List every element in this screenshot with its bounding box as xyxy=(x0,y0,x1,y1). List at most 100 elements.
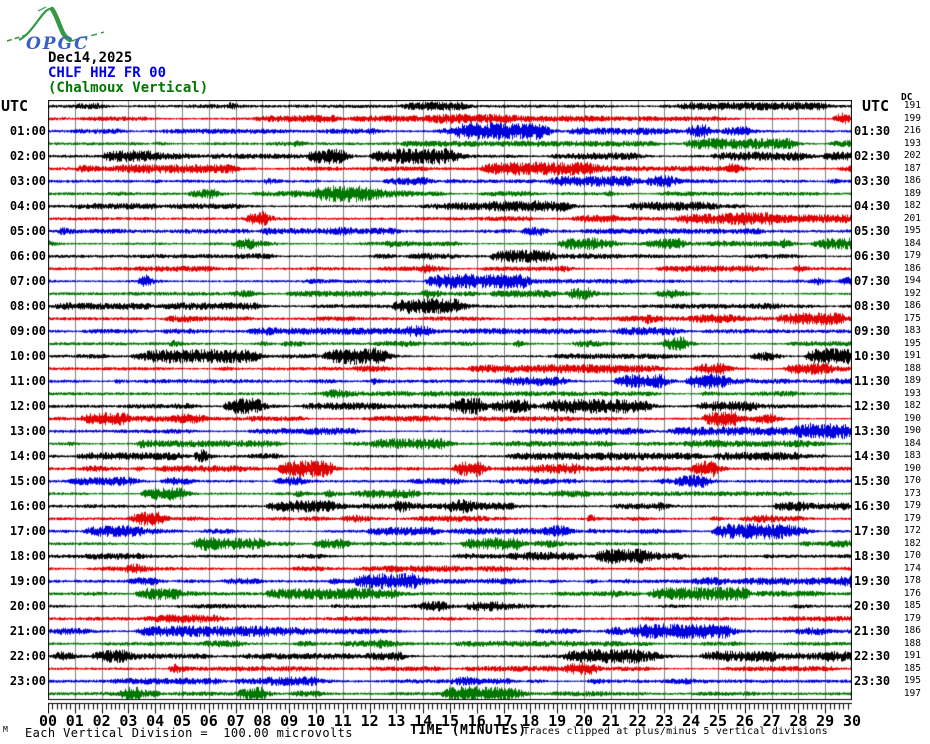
row-right-label: 16:30 xyxy=(854,498,891,513)
row-right-label: 17:30 xyxy=(854,523,891,538)
x-tick-label: 01 xyxy=(65,712,84,730)
row-left-label: 07:00 xyxy=(9,273,46,288)
row-right-label: 21:30 xyxy=(854,623,891,638)
x-tick-label: 17 xyxy=(494,712,513,730)
row-left-label: 19:00 xyxy=(9,573,46,588)
row-dc-value: 179 xyxy=(903,250,921,262)
x-tick-label: 06 xyxy=(199,712,218,730)
row-dc-value: 202 xyxy=(903,150,921,162)
row-left-label: 02:00 xyxy=(9,148,46,163)
station-code-title: CHLF HHZ FR 00 xyxy=(48,65,167,81)
row-right-label: 18:30 xyxy=(854,548,891,563)
row-right-label: 11:30 xyxy=(854,373,891,388)
row-left-label: 13:00 xyxy=(9,423,46,438)
x-tick-label: 20 xyxy=(574,712,594,730)
row-dc-value: 183 xyxy=(903,325,921,337)
utc-header-right: UTC xyxy=(862,97,890,115)
x-tick-label: 27 xyxy=(762,712,781,730)
row-right-label: 12:30 xyxy=(854,398,891,413)
row-dc-value: 182 xyxy=(903,400,921,412)
x-tick-label: 28 xyxy=(789,712,808,730)
row-dc-value: 185 xyxy=(903,600,921,612)
x-tick-label: 12 xyxy=(360,712,379,730)
row-dc-value: 182 xyxy=(903,200,921,212)
row-left-label: 23:00 xyxy=(9,673,46,688)
row-dc-value: 188 xyxy=(903,637,921,649)
row-dc-value: 176 xyxy=(903,587,921,599)
helicorder-plot xyxy=(48,100,852,716)
row-left-label: 20:00 xyxy=(9,598,46,613)
row-dc-value: 184 xyxy=(903,437,921,449)
row-dc-value: 186 xyxy=(903,175,921,187)
x-tick-label: 10 xyxy=(306,712,326,730)
row-dc-value: 186 xyxy=(903,300,921,312)
vertical-division-note: Each Vertical Division = 100.00 microvol… xyxy=(25,726,353,740)
x-tick-label: 07 xyxy=(226,712,245,730)
row-dc-value: 170 xyxy=(903,475,921,487)
x-tick-label: 29 xyxy=(816,712,835,730)
row-right-label: 13:30 xyxy=(854,423,891,438)
row-dc-value: 189 xyxy=(903,375,921,387)
x-tick-label: 02 xyxy=(92,712,111,730)
row-dc-value: 185 xyxy=(903,662,921,674)
row-right-label: 03:30 xyxy=(854,173,891,188)
x-tick-label: 05 xyxy=(172,712,192,730)
row-left-label: 17:00 xyxy=(9,523,46,538)
x-tick-label: 25 xyxy=(708,712,728,730)
opgc-logo: OPGC xyxy=(6,6,105,53)
row-dc-value: 190 xyxy=(903,425,921,437)
row-dc-value: 191 xyxy=(903,350,921,362)
x-tick-label: 21 xyxy=(601,712,620,730)
x-tick-label: 18 xyxy=(521,712,540,730)
logo-text: OPGC xyxy=(26,34,90,53)
row-dc-value: 216 xyxy=(903,125,921,137)
row-left-label: 06:00 xyxy=(9,248,46,263)
clipping-note: Traces clipped at plus/minus 5 vertical … xyxy=(523,726,828,737)
row-left-label: 14:00 xyxy=(9,448,46,463)
row-right-label: 08:30 xyxy=(854,298,891,313)
row-dc-value: 191 xyxy=(903,100,921,112)
row-left-label: 12:00 xyxy=(9,398,46,413)
row-dc-value: 193 xyxy=(903,137,921,149)
x-tick-label: 13 xyxy=(387,712,406,730)
row-dc-value: 195 xyxy=(903,225,921,237)
row-right-label: 23:30 xyxy=(854,673,891,688)
x-tick-label: 23 xyxy=(655,712,674,730)
row-dc-value: 182 xyxy=(903,537,921,549)
row-dc-value: 179 xyxy=(903,512,921,524)
row-dc-value: 186 xyxy=(903,262,921,274)
x-axis-title: TIME (MINUTES) xyxy=(410,723,527,738)
x-tick-label: 22 xyxy=(628,712,647,730)
x-tick-label: 26 xyxy=(735,712,754,730)
row-right-label: 01:30 xyxy=(854,123,891,138)
row-left-label: 01:00 xyxy=(9,123,46,138)
row-right-label: 02:30 xyxy=(854,148,891,163)
row-dc-value: 199 xyxy=(903,112,921,124)
row-left-label: 15:00 xyxy=(9,473,46,488)
x-tick-label: 30 xyxy=(842,712,862,730)
row-dc-value: 195 xyxy=(903,675,921,687)
row-dc-value: 190 xyxy=(903,412,921,424)
row-dc-value: 201 xyxy=(903,212,921,224)
row-right-label: 15:30 xyxy=(854,473,891,488)
x-tick-label: 11 xyxy=(333,712,352,730)
row-right-label: 14:30 xyxy=(854,448,891,463)
row-dc-value: 179 xyxy=(903,612,921,624)
x-tick-label: 16 xyxy=(467,712,486,730)
x-tick-label: 15 xyxy=(440,712,460,730)
logo-dash-right xyxy=(71,31,105,42)
logo-summit-dash xyxy=(37,6,47,12)
row-dc-value: 179 xyxy=(903,500,921,512)
row-dc-value: 189 xyxy=(903,187,921,199)
row-right-label: 10:30 xyxy=(854,348,891,363)
row-left-label: 04:00 xyxy=(9,198,46,213)
row-left-label: 16:00 xyxy=(9,498,46,513)
row-dc-value: 188 xyxy=(903,362,921,374)
row-right-label: 19:30 xyxy=(854,573,891,588)
row-dc-value: 187 xyxy=(903,162,921,174)
x-tick-label: 19 xyxy=(548,712,567,730)
row-right-label: 20:30 xyxy=(854,598,891,613)
row-dc-value: 186 xyxy=(903,625,921,637)
row-dc-value: 190 xyxy=(903,462,921,474)
dc-column-header: DC xyxy=(901,92,913,103)
